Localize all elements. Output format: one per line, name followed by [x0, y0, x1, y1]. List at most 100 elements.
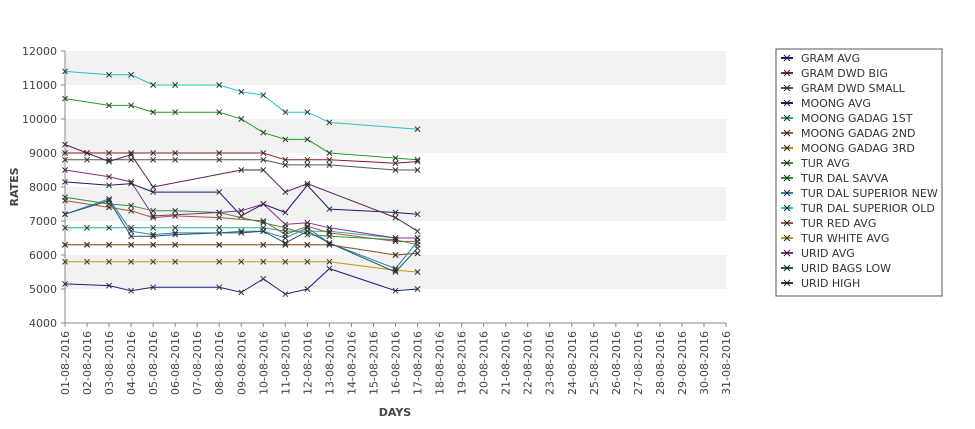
- data-point: [216, 229, 223, 236]
- x-tick-label: 24-08-2016: [566, 331, 579, 395]
- data-point: [392, 269, 399, 275]
- data-point: [238, 88, 245, 95]
- data-point: [172, 258, 179, 265]
- x-tick-label: 16-08-2016: [390, 331, 403, 395]
- data-point: [414, 126, 421, 133]
- y-tick-label: 5000: [29, 283, 57, 296]
- legend-label: TUR WHITE AVG: [800, 232, 889, 245]
- data-point: [326, 240, 333, 247]
- data-point: [84, 224, 90, 231]
- data-point: [106, 258, 113, 265]
- legend-label: GRAM DWD BIG: [801, 67, 888, 80]
- data-point: [172, 156, 179, 163]
- data-point: [414, 228, 421, 235]
- legend-label: TUR DAL SUPERIOR NEW: [800, 187, 938, 200]
- x-tick-label: 08-08-2016: [213, 331, 226, 395]
- y-tick-label: 4000: [29, 317, 57, 330]
- data-point: [392, 160, 399, 167]
- data-point: [62, 156, 68, 163]
- data-point: [216, 150, 223, 156]
- x-tick-label: 13-08-2016: [323, 331, 336, 395]
- data-point: [84, 258, 90, 265]
- legend-label: TUR RED AVG: [800, 217, 876, 230]
- grid-bands: [65, 51, 726, 323]
- data-point: [392, 252, 399, 258]
- data-point: [282, 258, 289, 265]
- legend: GRAM AVG GRAM DWD BIG GRAM DWD SMALL MOONG …: [775, 48, 943, 297]
- series-line: [64, 181, 418, 217]
- data-point: [216, 109, 223, 116]
- data-point: [84, 156, 90, 163]
- legend-box: [775, 48, 943, 297]
- legend-label: TUR AVG: [800, 157, 850, 170]
- x-tick-label: 21-08-2016: [500, 331, 513, 395]
- data-point: [150, 214, 157, 221]
- legend-entry: TUR DAL SUPERIOR NEW: [781, 187, 938, 200]
- data-point: [150, 156, 157, 163]
- data-point: [172, 229, 179, 236]
- data-point: [304, 258, 311, 265]
- data-point: [282, 109, 289, 116]
- data-point: [172, 109, 179, 116]
- data-point: [62, 95, 68, 102]
- data-point: [282, 136, 289, 143]
- data-point: [392, 167, 399, 173]
- data-point: [128, 102, 135, 109]
- legend-label: MOONG GADAG 3RD: [801, 142, 915, 155]
- x-tick-label: 15-08-2016: [367, 331, 380, 395]
- data-point: [62, 150, 68, 156]
- series-line: [64, 268, 418, 295]
- axes: [61, 50, 727, 327]
- x-tick-label: 04-08-2016: [125, 331, 138, 395]
- data-point: [216, 156, 223, 163]
- legend-entry: GRAM DWD SMALL: [781, 82, 906, 95]
- data-point: [304, 180, 311, 187]
- data-point: [150, 212, 157, 219]
- legend-entry: URID BAGS LOW: [781, 262, 891, 275]
- data-point: [326, 150, 333, 156]
- x-tick-label: 02-08-2016: [81, 331, 94, 395]
- legend-label: MOONG GADAG 1ST: [801, 112, 913, 125]
- legend-entry: MOONG GADAG 1ST: [781, 112, 913, 125]
- legend-entry: TUR DAL SUPERIOR OLD: [781, 202, 935, 215]
- data-point: [414, 245, 421, 252]
- data-point: [62, 258, 68, 265]
- data-point: [282, 209, 289, 216]
- series-markers: [62, 68, 421, 298]
- y-tick-labels: 4000 5000 6000 7000 8000 9000 10000 11000 12000: [22, 45, 57, 330]
- series-line: [64, 169, 418, 239]
- legend-label: GRAM DWD SMALL: [801, 82, 906, 95]
- data-point: [128, 156, 135, 163]
- x-tick-label: 10-08-2016: [257, 331, 270, 395]
- data-point: [414, 156, 421, 163]
- data-point: [172, 224, 179, 231]
- y-tick-label: 11000: [22, 79, 57, 92]
- data-point: [216, 224, 223, 231]
- data-point: [392, 214, 399, 221]
- x-tick-label: 17-08-2016: [412, 331, 425, 395]
- data-point: [128, 207, 135, 214]
- x-tick-label: 30-08-2016: [698, 331, 711, 395]
- data-point: [172, 207, 179, 214]
- x-tick-label: 07-08-2016: [191, 331, 204, 395]
- data-point: [260, 228, 267, 235]
- grid-band: [65, 51, 726, 85]
- data-point: [128, 287, 135, 294]
- data-point: [106, 150, 113, 156]
- data-point: [172, 212, 179, 219]
- x-tick-label: 09-08-2016: [235, 331, 248, 395]
- data-point: [150, 109, 157, 116]
- series-line: [64, 70, 418, 130]
- data-point: [392, 209, 399, 216]
- legend-label: URID HIGH: [801, 277, 860, 290]
- legend-label: MOONG AVG: [801, 97, 871, 110]
- x-tick-label: 27-08-2016: [632, 331, 645, 395]
- data-point: [238, 258, 245, 265]
- data-point: [62, 141, 68, 148]
- data-point: [150, 150, 157, 156]
- data-point: [150, 284, 157, 291]
- data-point: [106, 158, 113, 165]
- x-tick-label: 01-08-2016: [59, 331, 72, 395]
- series-line: [65, 261, 418, 273]
